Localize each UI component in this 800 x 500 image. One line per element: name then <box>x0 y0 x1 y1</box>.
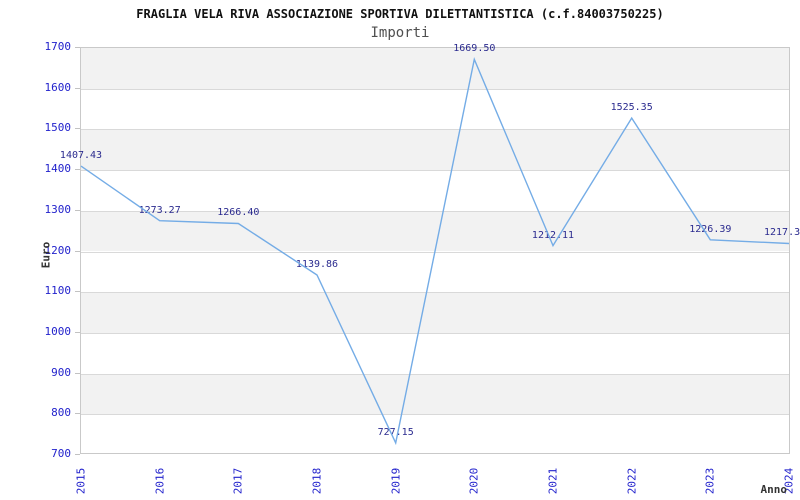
series-line <box>80 57 790 446</box>
point-label: 1669.50 <box>453 43 496 55</box>
y-tick-mark <box>75 331 80 333</box>
point-label: 727.15 <box>377 426 414 438</box>
point-label: 1212.11 <box>531 229 575 241</box>
x-tick-label: 2015 <box>74 467 88 495</box>
y-tick-label: 1500 <box>44 121 72 135</box>
y-tick-label: 1100 <box>44 284 72 298</box>
x-tick-label: 2016 <box>153 467 167 495</box>
x-tick-label: 2023 <box>703 467 717 495</box>
x-tick-label: 2022 <box>625 467 639 495</box>
x-axis-title: Anno <box>760 483 788 496</box>
y-tick-mark <box>75 413 80 415</box>
gridline <box>81 129 789 131</box>
y-tick-label: 1300 <box>44 202 72 216</box>
plot-band <box>81 48 789 89</box>
point-label: 1273.27 <box>138 204 181 216</box>
plot-band <box>81 292 789 333</box>
plot-band <box>81 210 789 252</box>
x-tick-label: 2021 <box>546 467 560 495</box>
point-label: 1525.35 <box>610 102 653 114</box>
y-tick-label: 1700 <box>44 40 72 53</box>
plot-area <box>80 47 790 454</box>
gridline <box>81 414 789 416</box>
y-tick-mark <box>75 291 80 293</box>
chart-subtitle: Importi <box>370 25 430 41</box>
y-tick-label: 1600 <box>44 80 72 94</box>
chart-title: FRAGLIA VELA RIVA ASSOCIAZIONE SPORTIVA … <box>136 7 664 21</box>
y-axis-title: Euro <box>39 241 53 269</box>
plot-band <box>81 129 789 171</box>
y-tick-mark <box>75 128 80 130</box>
point-label: 1407.43 <box>59 150 103 162</box>
plot-band <box>81 373 789 415</box>
x-tick-label: 2018 <box>310 467 324 495</box>
y-tick-label: 700 <box>51 447 71 460</box>
y-tick-label: 800 <box>51 406 71 420</box>
gridline <box>81 332 789 334</box>
point-label: 1226.39 <box>689 223 732 235</box>
point-label: 1217.3 <box>764 227 800 239</box>
x-tick-label: 2017 <box>231 467 245 495</box>
y-tick-label: 1400 <box>44 162 72 176</box>
gridline <box>81 170 789 172</box>
y-tick-mark <box>75 87 80 89</box>
gridline <box>81 88 789 90</box>
gridline <box>81 210 789 212</box>
y-tick-mark <box>75 209 80 211</box>
gridline <box>81 373 789 375</box>
y-tick-label: 900 <box>51 365 71 379</box>
y-tick-label: 1200 <box>44 243 72 257</box>
y-tick-label: 1000 <box>44 324 72 338</box>
y-tick-mark <box>75 169 80 171</box>
point-label: 1139.86 <box>295 258 339 270</box>
x-tick-label: 2020 <box>467 467 481 495</box>
point-label: 1266.40 <box>217 207 260 219</box>
y-tick-mark <box>75 47 80 48</box>
y-tick-mark <box>75 372 80 374</box>
y-tick-mark <box>75 454 80 455</box>
y-tick-mark <box>75 250 80 252</box>
gridline <box>81 292 789 294</box>
x-tick-label: 2019 <box>389 467 403 495</box>
